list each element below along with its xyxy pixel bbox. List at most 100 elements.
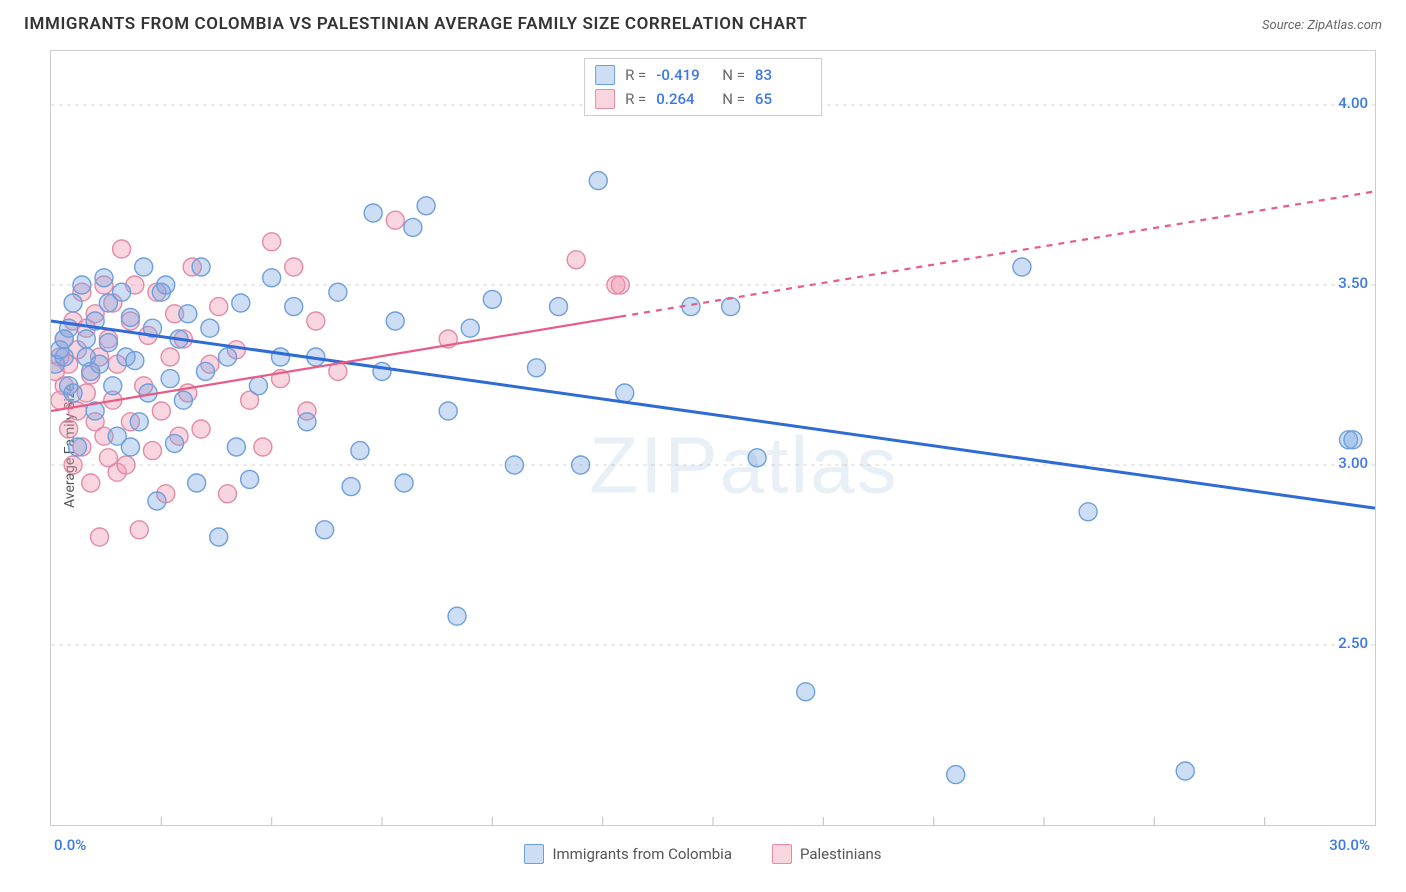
scatter-point bbox=[748, 449, 766, 467]
scatter-point bbox=[219, 348, 237, 366]
scatter-point bbox=[947, 766, 965, 784]
scatter-point bbox=[161, 348, 179, 366]
scatter-point bbox=[1079, 503, 1097, 521]
scatter-point bbox=[144, 442, 162, 460]
scatter-point bbox=[461, 319, 479, 337]
legend-label: Palestinians bbox=[800, 845, 882, 863]
scatter-point bbox=[121, 438, 139, 456]
scatter-point bbox=[60, 420, 78, 438]
scatter-point bbox=[298, 413, 316, 431]
scatter-point bbox=[188, 474, 206, 492]
scatter-point bbox=[611, 276, 629, 294]
scatter-point bbox=[589, 172, 607, 190]
scatter-point bbox=[439, 402, 457, 420]
scatter-point bbox=[99, 334, 117, 352]
scatter-point bbox=[316, 521, 334, 539]
scatter-point bbox=[166, 434, 184, 452]
scatter-point bbox=[527, 359, 545, 377]
legend-swatch bbox=[524, 844, 544, 864]
scatter-point bbox=[174, 391, 192, 409]
scatter-point bbox=[227, 438, 245, 456]
scatter-point bbox=[232, 294, 250, 312]
scatter-point bbox=[148, 492, 166, 510]
scatter-point bbox=[68, 438, 86, 456]
legend-swatch bbox=[595, 65, 615, 85]
scatter-point bbox=[126, 352, 144, 370]
scatter-point bbox=[567, 251, 585, 269]
r-value: 0.264 bbox=[656, 90, 712, 108]
scatter-point bbox=[77, 330, 95, 348]
chart-source: Source: ZipAtlas.com bbox=[1262, 18, 1382, 33]
scatter-point bbox=[152, 402, 170, 420]
scatter-point bbox=[130, 413, 148, 431]
correlation-legend-row: R =0.264N =65 bbox=[595, 87, 811, 111]
scatter-point bbox=[73, 276, 91, 294]
series-legend: Immigrants from Colombia Palestinians bbox=[0, 844, 1406, 864]
y-tick-label: 4.00 bbox=[1338, 94, 1368, 112]
scatter-point bbox=[135, 258, 153, 276]
scatter-plot-svg bbox=[51, 51, 1375, 825]
scatter-point bbox=[64, 294, 82, 312]
scatter-point bbox=[271, 348, 289, 366]
correlation-legend: R =-0.419N =83R =0.264N =65 bbox=[584, 58, 822, 116]
scatter-point bbox=[395, 474, 413, 492]
scatter-point bbox=[417, 197, 435, 215]
scatter-point bbox=[342, 478, 360, 496]
scatter-point bbox=[82, 474, 100, 492]
scatter-point bbox=[104, 377, 122, 395]
scatter-point bbox=[404, 218, 422, 236]
scatter-point bbox=[1176, 762, 1194, 780]
plot-area: ZIPatlas bbox=[50, 50, 1376, 826]
scatter-point bbox=[1344, 431, 1362, 449]
scatter-point bbox=[386, 211, 404, 229]
scatter-point bbox=[616, 384, 634, 402]
scatter-point bbox=[157, 276, 175, 294]
scatter-point bbox=[64, 384, 82, 402]
scatter-point bbox=[285, 298, 303, 316]
r-value: -0.419 bbox=[656, 66, 712, 84]
chart-header: IMMIGRANTS FROM COLOMBIA VS PALESTINIAN … bbox=[24, 14, 1382, 34]
r-label: R = bbox=[625, 90, 646, 108]
scatter-point bbox=[121, 308, 139, 326]
scatter-point bbox=[329, 283, 347, 301]
scatter-point bbox=[210, 298, 228, 316]
scatter-point bbox=[196, 362, 214, 380]
scatter-point bbox=[64, 456, 82, 474]
y-tick-label: 3.00 bbox=[1338, 454, 1368, 472]
legend-label: Immigrants from Colombia bbox=[552, 845, 732, 863]
legend-item: Immigrants from Colombia bbox=[524, 844, 732, 864]
scatter-point bbox=[373, 362, 391, 380]
scatter-point bbox=[722, 298, 740, 316]
scatter-point bbox=[285, 258, 303, 276]
scatter-point bbox=[263, 233, 281, 251]
chart-title: IMMIGRANTS FROM COLOMBIA VS PALESTINIAN … bbox=[24, 14, 807, 34]
scatter-point bbox=[201, 319, 219, 337]
scatter-point bbox=[117, 456, 135, 474]
scatter-point bbox=[483, 290, 501, 308]
n-label: N = bbox=[722, 66, 745, 84]
scatter-point bbox=[91, 528, 109, 546]
scatter-point bbox=[386, 312, 404, 330]
scatter-point bbox=[364, 204, 382, 222]
scatter-point bbox=[210, 528, 228, 546]
scatter-point bbox=[249, 377, 267, 395]
scatter-point bbox=[219, 485, 237, 503]
scatter-point bbox=[550, 298, 568, 316]
legend-swatch bbox=[595, 89, 615, 109]
scatter-point bbox=[572, 456, 590, 474]
legend-swatch bbox=[772, 844, 792, 864]
scatter-point bbox=[241, 470, 259, 488]
scatter-point bbox=[505, 456, 523, 474]
scatter-point bbox=[448, 607, 466, 625]
scatter-point bbox=[95, 269, 113, 287]
y-tick-label: 2.50 bbox=[1338, 634, 1368, 652]
scatter-point bbox=[192, 258, 210, 276]
scatter-point bbox=[91, 355, 109, 373]
scatter-point bbox=[55, 348, 73, 366]
scatter-point bbox=[797, 683, 815, 701]
scatter-point bbox=[1013, 258, 1031, 276]
correlation-legend-row: R =-0.419N =83 bbox=[595, 63, 811, 87]
scatter-point bbox=[254, 438, 272, 456]
scatter-point bbox=[263, 269, 281, 287]
scatter-point bbox=[307, 312, 325, 330]
